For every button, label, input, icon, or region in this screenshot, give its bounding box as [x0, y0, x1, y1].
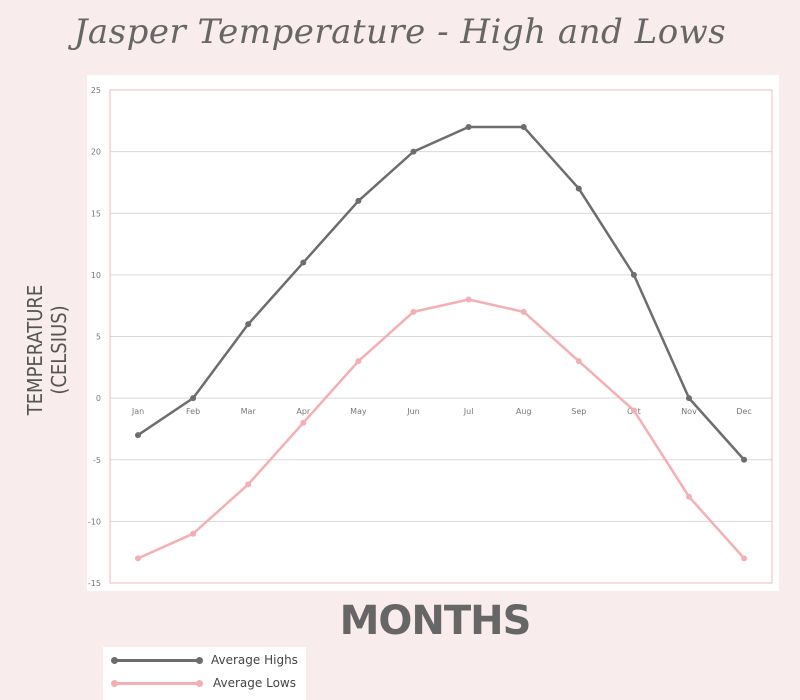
y-tick-label: 5 — [96, 333, 101, 342]
y-tick-label: -10 — [88, 517, 101, 526]
data-point-highs — [630, 271, 637, 278]
data-point-lows — [190, 530, 197, 537]
data-point-highs — [741, 456, 748, 463]
legend: Average Highs Average Lows — [103, 647, 306, 700]
x-tick-label: Nov — [681, 407, 697, 416]
x-tick-label: Jul — [463, 407, 474, 416]
plot-area: 25 20 15 10 5 0 -5 -10 -15 Jan Feb Mar Apr May Jun Jul A… — [87, 75, 779, 591]
data-point-highs — [190, 395, 197, 402]
chart-title: Jasper Temperature - High and Lows — [73, 12, 727, 52]
line-chart: 25 20 15 10 5 0 -5 -10 -15 Jan Feb Mar Apr May Jun Jul A… — [88, 86, 773, 588]
x-tick-label: Jun — [406, 407, 420, 416]
x-axis-label: MONTHS — [339, 598, 532, 644]
data-point-lows — [686, 493, 692, 500]
data-point-highs — [410, 148, 417, 155]
data-point-highs — [245, 321, 252, 328]
data-point-highs — [465, 123, 472, 130]
data-point-highs — [300, 259, 307, 266]
y-tick-label: -5 — [93, 456, 101, 465]
x-tick-label: Sep — [571, 407, 586, 416]
y-tick-label: 20 — [91, 148, 101, 157]
x-tick-label: Apr — [296, 407, 311, 416]
y-tick-label: 10 — [91, 271, 101, 280]
series-line-highs — [137, 125, 746, 461]
data-point-lows — [245, 481, 252, 488]
data-point-lows — [741, 555, 748, 562]
x-tick-label: Feb — [186, 407, 200, 416]
data-point-lows — [300, 419, 307, 426]
x-tick-label: Dec — [736, 407, 751, 416]
x-tick-label: Jan — [131, 407, 144, 416]
data-point-lows — [355, 358, 362, 365]
y-axis-label: TEMPERATURE (CELSIUS) — [23, 284, 71, 416]
legend-item-highs: Average Highs — [111, 651, 303, 671]
y-tick-label: 15 — [91, 209, 101, 218]
data-point-highs — [520, 123, 527, 130]
data-point-lows — [575, 358, 582, 365]
series-line-lows — [137, 298, 746, 560]
data-point-lows — [630, 407, 637, 414]
data-point-lows — [135, 555, 141, 562]
y-tick-label: -15 — [88, 579, 101, 588]
data-point-highs — [135, 432, 141, 439]
legend-item-lows: Average Lows — [111, 674, 303, 694]
data-point-lows — [465, 296, 472, 303]
legend-swatch-lows — [111, 680, 203, 687]
legend-label-lows: Average Lows — [213, 676, 296, 690]
data-point-lows — [410, 308, 417, 315]
x-tick-label: Mar — [241, 407, 257, 416]
plot-border — [109, 89, 773, 584]
data-point-highs — [355, 197, 362, 204]
y-tick-label: 25 — [91, 86, 101, 95]
legend-label-highs: Average Highs — [211, 653, 298, 667]
x-tick-label: Aug — [516, 407, 532, 416]
legend-swatch-highs — [111, 657, 203, 664]
data-point-highs — [686, 395, 692, 402]
data-point-highs — [575, 185, 582, 192]
data-point-lows — [520, 308, 527, 315]
y-tick-label: 0 — [96, 394, 101, 403]
x-tick-label: May — [350, 407, 367, 416]
